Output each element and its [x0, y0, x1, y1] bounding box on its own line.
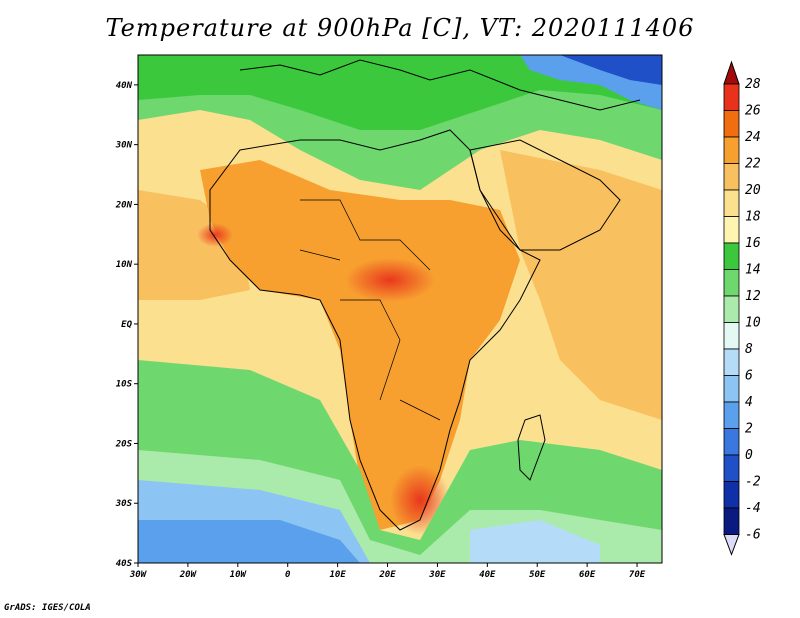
- africa-outline: [209, 129, 541, 531]
- europe-coastline: [239, 59, 641, 111]
- colorbar-label: 22: [745, 157, 761, 172]
- lat-tick-label: 20N: [115, 200, 133, 210]
- lon-tick-label: 0: [285, 570, 291, 580]
- lat-tick-label: EQ: [121, 320, 132, 330]
- colorbar-box: [723, 136, 740, 164]
- field-south-east-blue: [470, 520, 600, 563]
- colorbar-label: 28: [745, 77, 761, 92]
- colorbar-box: [723, 454, 740, 482]
- colorbar-box: [723, 322, 740, 350]
- colorbar-label: 12: [745, 289, 761, 304]
- lon-tick-label: 20W: [179, 570, 198, 580]
- colorbar-box: [723, 269, 740, 297]
- lon-tick-label: 10E: [329, 570, 346, 580]
- colorbar-label: 14: [745, 263, 761, 278]
- colorbar-box: [723, 401, 740, 429]
- colorbar-top-arrow: [723, 60, 740, 85]
- lon-tick-label: 30E: [428, 570, 446, 580]
- lat-axis: 40N 30N 20N 10N EQ 10S 20S 30S 40S: [115, 81, 138, 569]
- colorbar-box: [723, 507, 740, 535]
- lon-tick-label: 10W: [230, 570, 248, 580]
- field-arabia-orange: [500, 150, 662, 420]
- colorbar-bottom-arrow: [723, 534, 740, 556]
- lon-tick-label: 30W: [129, 570, 148, 580]
- lat-tick-label: 10N: [116, 260, 133, 270]
- field-north-green-dark: [138, 55, 662, 130]
- temperature-field: [138, 55, 662, 563]
- chart-title: Temperature at 900hPa [C], VT: 202011140…: [105, 14, 695, 42]
- colorbar-box: [723, 481, 740, 509]
- lat-tick-label: 40S: [116, 559, 133, 569]
- colorbar-box: [723, 428, 740, 456]
- colorbar-label: 8: [745, 342, 753, 357]
- field-africa-orange: [200, 160, 520, 530]
- colorbar-box: [723, 83, 740, 111]
- colorbar-label: 20: [745, 183, 761, 198]
- field-europe-deep-blue: [560, 55, 662, 85]
- colorbar-label: 4: [745, 395, 753, 410]
- colorbar-box: [723, 375, 740, 403]
- colorbar-label: 2: [745, 422, 753, 437]
- colorbar-label: 24: [745, 130, 761, 145]
- lat-tick-label: 20S: [115, 439, 133, 449]
- lat-tick-label: 10S: [116, 380, 133, 390]
- colorbar-label: 6: [745, 369, 753, 384]
- arabia-outline: [469, 139, 621, 251]
- colorbar-label: 26: [745, 104, 761, 119]
- colorbar-box: [723, 295, 740, 323]
- lon-axis: 30W 20W 10W 0 10E 20E 30E 40E 50E 60E 70E: [129, 563, 646, 580]
- lon-tick-label: 40E: [479, 570, 496, 580]
- country-borders: [299, 199, 441, 421]
- lon-tick-label: 20E: [378, 570, 396, 580]
- colorbar-label: -6: [745, 528, 761, 543]
- colorbar-box: [723, 216, 740, 244]
- lat-tick-label: 30N: [115, 141, 133, 151]
- colorbar-label: -2: [745, 475, 761, 490]
- map-frame: [137, 54, 663, 564]
- lon-tick-label: 50E: [529, 570, 546, 580]
- colorbar-box: [723, 242, 740, 270]
- lon-tick-label: 60E: [579, 570, 596, 580]
- colorbar-box: [723, 163, 740, 191]
- lat-tick-label: 30S: [115, 499, 133, 509]
- colorbar-label: 0: [745, 448, 753, 463]
- footer-credit: GrADS: IGES/COLA: [4, 603, 91, 613]
- lat-tick-label: 40N: [116, 81, 133, 91]
- madagascar-outline: [517, 414, 546, 481]
- hot-core-west-africa: [197, 223, 233, 247]
- colorbar-label: 18: [745, 210, 761, 225]
- colorbar-label: -4: [745, 501, 761, 516]
- colorbar-label: 16: [745, 236, 761, 251]
- colorbar-label: 10: [745, 316, 761, 331]
- colorbar-box: [723, 110, 740, 138]
- colorbar-box: [723, 348, 740, 376]
- lon-tick-label: 70E: [629, 570, 646, 580]
- colorbar-box: [723, 189, 740, 217]
- field-south-deep-blue: [138, 520, 360, 563]
- hot-core-central-africa: [345, 258, 435, 302]
